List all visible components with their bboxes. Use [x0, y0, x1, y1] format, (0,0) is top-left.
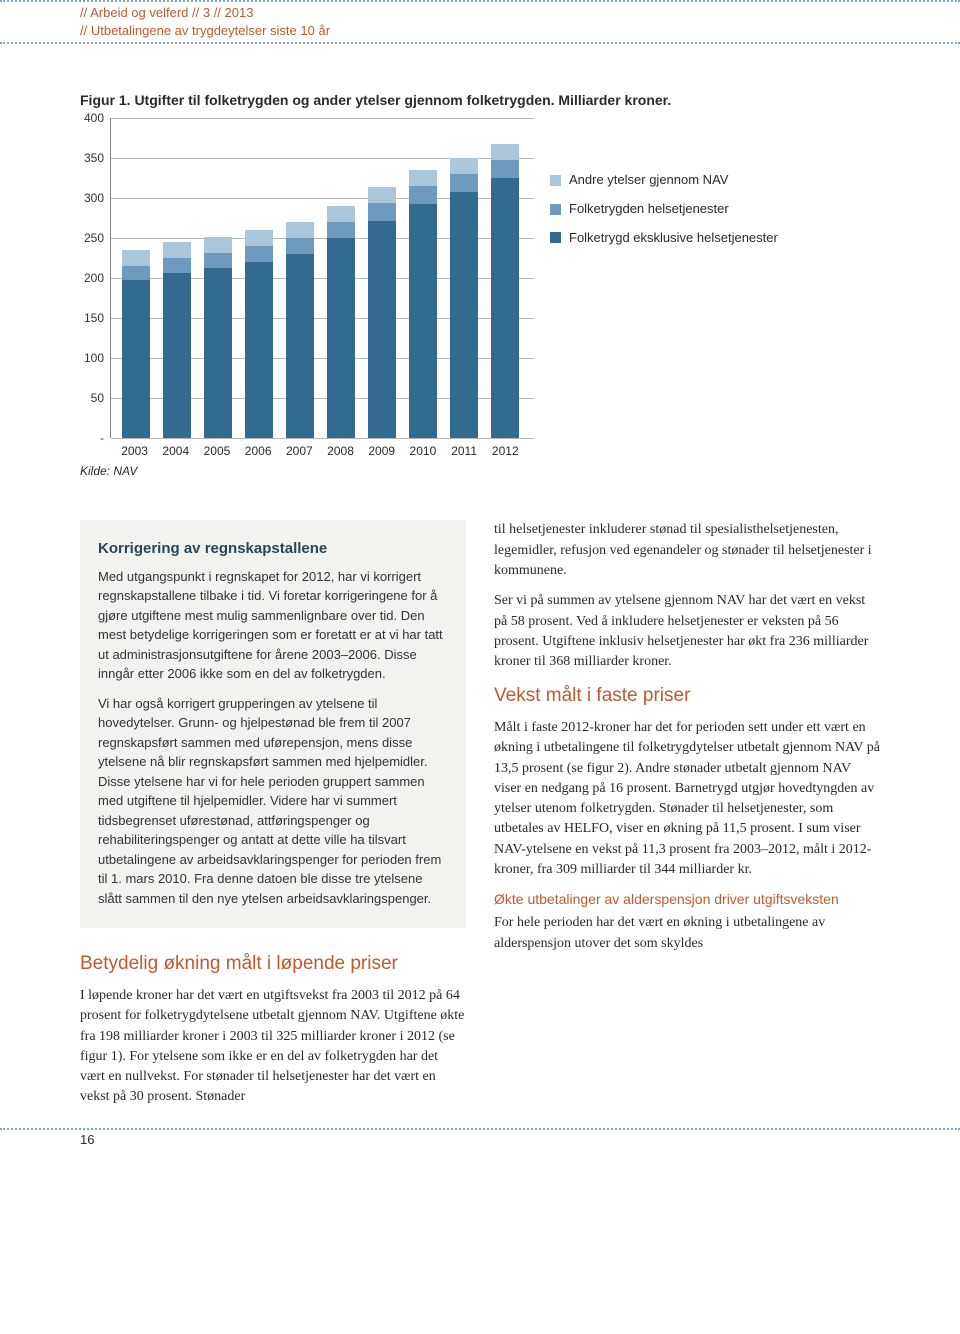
bar-column: [491, 144, 519, 438]
x-axis: 2003 2004 2005 2006 2007 2008 2009 2010 2011 2012: [110, 438, 530, 458]
bar-segment: [368, 203, 396, 221]
bar-segment: [327, 206, 355, 222]
legend-item: Andre ytelser gjennom NAV: [550, 166, 778, 195]
bar-segment: [409, 204, 437, 438]
bar-segment: [409, 186, 437, 204]
x-tick-label: 2008: [327, 444, 355, 458]
bar-segment: [122, 266, 150, 280]
right-p4: For hele perioden har det vært en økning…: [494, 913, 880, 954]
source-value: NAV: [113, 464, 137, 478]
bar-segment: [368, 187, 396, 203]
greybox-p2: Vi har også korrigert grupperingen av yt…: [98, 694, 448, 909]
bar-column: [327, 206, 355, 439]
legend-label: Folketrygden helsetjenester: [569, 195, 729, 224]
x-tick-label: 2004: [162, 444, 190, 458]
bar-segment: [163, 242, 191, 258]
bar-column: [163, 242, 191, 438]
x-tick-label: 2005: [203, 444, 231, 458]
greybox-p1: Med utgangspunkt i regnskapet for 2012, …: [98, 567, 448, 684]
bar-column: [122, 250, 150, 439]
legend-label: Andre ytelser gjennom NAV: [569, 166, 728, 195]
chart-and-axes: 40035030025020015010050- 200320042005200…: [80, 118, 530, 478]
x-tick-label: 2006: [244, 444, 272, 458]
bar-column: [409, 170, 437, 438]
header-line-1: // Arbeid og velferd // 3 // 2013: [80, 4, 960, 22]
legend-item: Folketrygden helsetjenester: [550, 195, 778, 224]
bar-segment: [286, 238, 314, 254]
bar-segment: [450, 158, 478, 174]
right-heading: Vekst målt i faste priser: [494, 682, 880, 710]
x-tick-label: 2012: [491, 444, 519, 458]
info-box: Korrigering av regnskapstallene Med utga…: [80, 520, 466, 928]
legend: Andre ytelser gjennom NAVFolketrygden he…: [550, 118, 778, 252]
bar-segment: [491, 144, 519, 160]
right-p1: til helsetjenester inkluderer stønad til…: [494, 520, 880, 581]
source-label: Kilde:: [80, 464, 110, 478]
figure-title: Figur 1. Utgifter til folketrygden og an…: [80, 92, 880, 108]
x-tick-label: 2007: [285, 444, 313, 458]
bars: [111, 118, 530, 438]
bar-segment: [163, 258, 191, 272]
bar-column: [450, 158, 478, 439]
left-column: Korrigering av regnskapstallene Med utga…: [80, 520, 466, 1117]
bar-segment: [491, 178, 519, 438]
left-p1: I løpende kroner har det vært en utgifts…: [80, 986, 466, 1108]
right-column: til helsetjenester inkluderer stønad til…: [494, 520, 880, 1117]
right-subhead: Økte utbetalinger av alderspensjon drive…: [494, 890, 880, 909]
right-p2: Ser vi på summen av ytelsene gjennom NAV…: [494, 591, 880, 672]
bar-segment: [163, 273, 191, 439]
bar-segment: [450, 192, 478, 438]
x-tick-label: 2011: [450, 444, 478, 458]
running-header: // Arbeid og velferd // 3 // 2013 // Utb…: [0, 2, 960, 42]
header-line-2: // Utbetalingene av trygdeytelser siste …: [80, 22, 960, 40]
bar-segment: [327, 222, 355, 239]
bar-segment: [286, 254, 314, 439]
legend-swatch: [550, 232, 561, 243]
legend-swatch: [550, 204, 561, 215]
bar-segment: [368, 221, 396, 439]
page-number: 16: [0, 1130, 960, 1167]
plot-area: [110, 118, 530, 438]
x-tick-label: 2003: [121, 444, 149, 458]
legend-swatch: [550, 175, 561, 186]
text-columns: Korrigering av regnskapstallene Med utga…: [80, 520, 880, 1117]
bar-segment: [491, 160, 519, 178]
greybox-title: Korrigering av regnskapstallene: [98, 538, 448, 561]
bar-segment: [245, 246, 273, 262]
bar-segment: [245, 230, 273, 246]
bar-segment: [204, 237, 232, 253]
legend-item: Folketrygd eksklusive helsetjenester: [550, 224, 778, 253]
bar-column: [286, 222, 314, 439]
bar-column: [204, 237, 232, 439]
x-tick-label: 2009: [368, 444, 396, 458]
bar-segment: [122, 280, 150, 438]
chart-container: 40035030025020015010050- 200320042005200…: [80, 118, 880, 478]
bar-segment: [450, 174, 478, 192]
bar-segment: [245, 262, 273, 438]
bar-segment: [327, 238, 355, 438]
x-tick-label: 2010: [409, 444, 437, 458]
bar-column: [245, 230, 273, 438]
right-p3: Målt i faste 2012-kroner har det for per…: [494, 718, 880, 880]
y-axis: 40035030025020015010050-: [80, 118, 110, 438]
left-heading: Betydelig økning målt i løpende priser: [80, 950, 466, 978]
bar-segment: [409, 170, 437, 186]
legend-label: Folketrygd eksklusive helsetjenester: [569, 224, 778, 253]
figure-source: Kilde: NAV: [80, 464, 530, 478]
bar-column: [368, 187, 396, 438]
bar-segment: [204, 268, 232, 438]
bar-segment: [204, 253, 232, 268]
bar-segment: [286, 222, 314, 238]
page-content: Figur 1. Utgifter til folketrygden og an…: [0, 44, 960, 1127]
bar-segment: [122, 250, 150, 266]
